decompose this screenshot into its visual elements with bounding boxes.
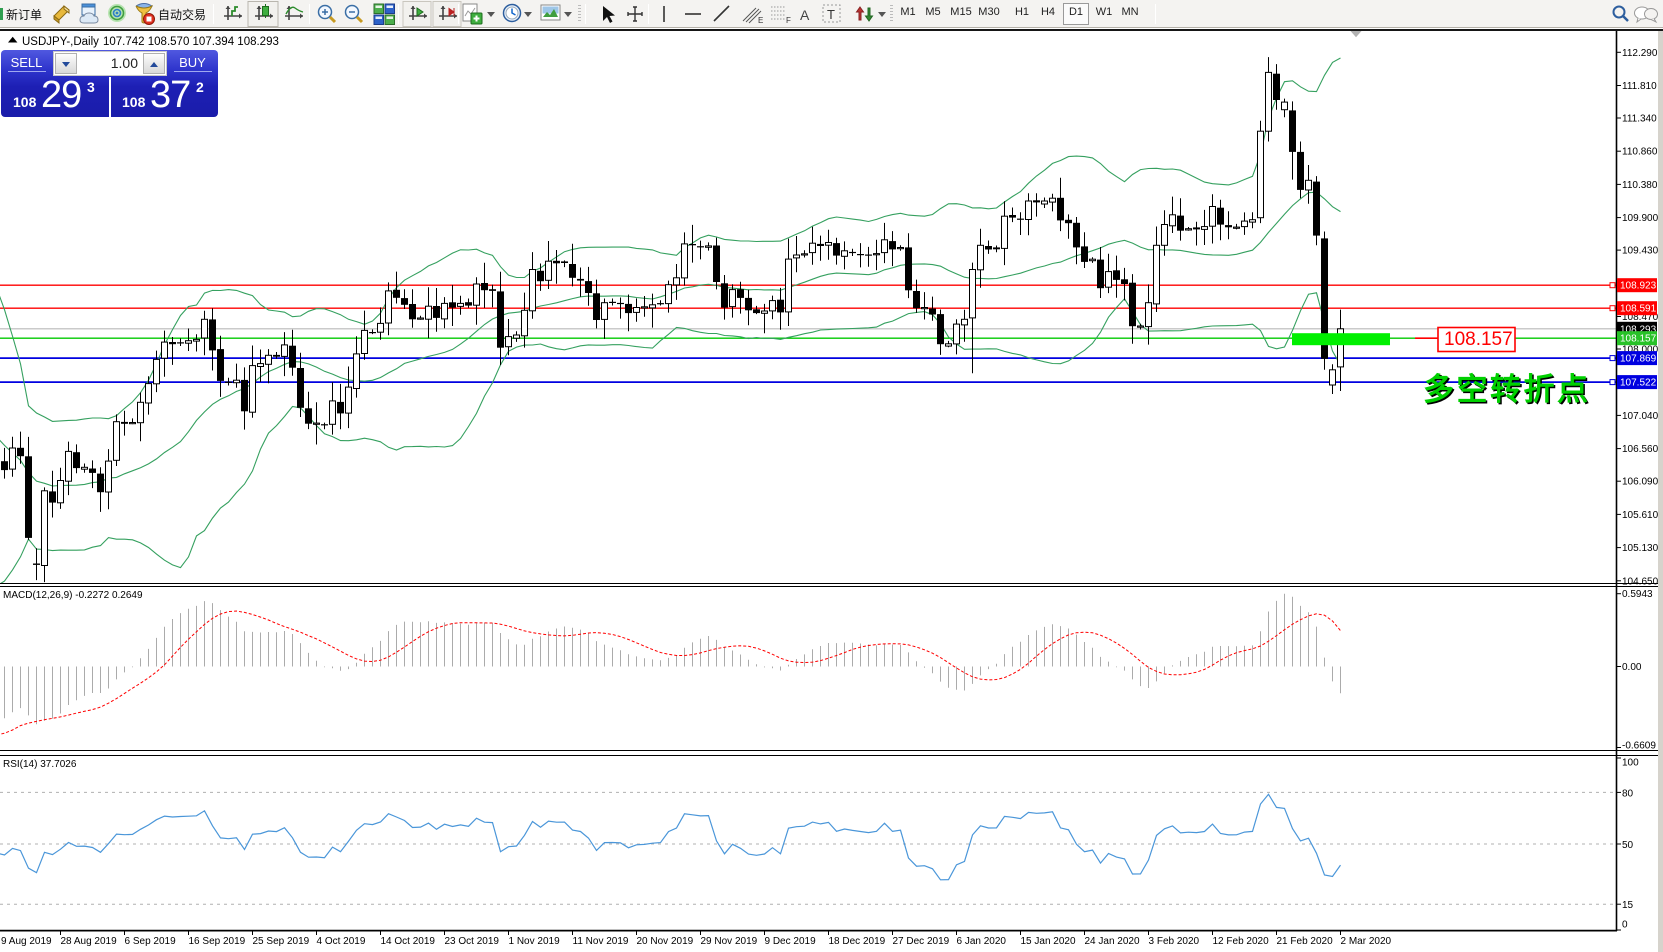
svg-text:6 Sep 2019: 6 Sep 2019 <box>125 936 177 947</box>
svg-text:A: A <box>800 7 810 23</box>
svg-text:110.860: 110.860 <box>1622 147 1658 158</box>
svg-text:18 Dec 2019: 18 Dec 2019 <box>829 936 886 947</box>
svg-text:105.130: 105.130 <box>1622 543 1659 554</box>
svg-text:107.869: 107.869 <box>1620 354 1657 365</box>
svg-text:80: 80 <box>1622 788 1634 799</box>
svg-text:107.040: 107.040 <box>1622 411 1659 422</box>
svg-text:105.610: 105.610 <box>1622 510 1659 521</box>
svg-text:28 Aug 2019: 28 Aug 2019 <box>61 936 118 947</box>
svg-text:3 Feb 2020: 3 Feb 2020 <box>1149 936 1200 947</box>
svg-text:109.900: 109.900 <box>1622 213 1659 224</box>
svg-text:50: 50 <box>1622 840 1634 851</box>
svg-text:107.522: 107.522 <box>1620 378 1657 389</box>
svg-text:27 Dec 2019: 27 Dec 2019 <box>893 936 950 947</box>
svg-text:15 Jan 2020: 15 Jan 2020 <box>1021 936 1076 947</box>
svg-text:108.157: 108.157 <box>1444 329 1513 350</box>
svg-text:0.00: 0.00 <box>1622 662 1642 673</box>
svg-text:MACD(12,26,9) -0.2272 0.2649: MACD(12,26,9) -0.2272 0.2649 <box>3 590 143 601</box>
svg-text:-0.6609: -0.6609 <box>1622 741 1656 752</box>
svg-text:108.293: 108.293 <box>1620 324 1657 335</box>
svg-text:109.430: 109.430 <box>1622 246 1659 257</box>
svg-text:0: 0 <box>1622 920 1628 931</box>
svg-text:14 Oct 2019: 14 Oct 2019 <box>381 936 436 947</box>
svg-text:100: 100 <box>1622 758 1639 769</box>
svg-text:E: E <box>758 16 763 25</box>
svg-text:多空转折点: 多空转折点 <box>1423 372 1591 407</box>
svg-text:108.157: 108.157 <box>1620 334 1657 345</box>
svg-text:9 Aug 2019: 9 Aug 2019 <box>1 936 52 947</box>
svg-text:15: 15 <box>1622 900 1634 911</box>
svg-text:多空转折点: 多空转折点 <box>1425 374 1593 409</box>
svg-text:110.380: 110.380 <box>1622 180 1658 191</box>
svg-text:RSI(14) 37.7026: RSI(14) 37.7026 <box>3 759 77 770</box>
svg-text:24 Jan 2020: 24 Jan 2020 <box>1085 936 1140 947</box>
svg-text:108.000: 108.000 <box>1622 345 1659 356</box>
svg-text:111.810: 111.810 <box>1622 81 1657 92</box>
svg-text:112.290: 112.290 <box>1622 48 1658 59</box>
svg-text:107.742 108.570 107.394 108.29: 107.742 108.570 107.394 108.293 <box>103 36 279 48</box>
svg-text:F: F <box>786 16 791 25</box>
svg-text:12 Feb 2020: 12 Feb 2020 <box>1213 936 1270 947</box>
svg-text:108.591: 108.591 <box>1620 304 1657 315</box>
svg-text:111.340: 111.340 <box>1622 114 1657 125</box>
svg-text:16 Sep 2019: 16 Sep 2019 <box>189 936 246 947</box>
svg-text:25 Sep 2019: 25 Sep 2019 <box>253 936 310 947</box>
svg-text:1 Nov 2019: 1 Nov 2019 <box>509 936 561 947</box>
svg-text:T: T <box>827 7 835 22</box>
svg-text:21 Feb 2020: 21 Feb 2020 <box>1277 936 1334 947</box>
svg-text:4 Oct 2019: 4 Oct 2019 <box>317 936 366 947</box>
svg-text:11 Nov 2019: 11 Nov 2019 <box>573 936 629 947</box>
svg-text:2 Mar 2020: 2 Mar 2020 <box>1341 936 1392 947</box>
svg-text:9 Dec 2019: 9 Dec 2019 <box>765 936 817 947</box>
svg-text:106.090: 106.090 <box>1622 477 1659 488</box>
svg-text:108.923: 108.923 <box>1620 281 1657 292</box>
svg-text:20 Nov 2019: 20 Nov 2019 <box>637 936 694 947</box>
svg-text:0.5943: 0.5943 <box>1622 589 1653 600</box>
svg-text:USDJPY-,Daily: USDJPY-,Daily <box>22 36 99 48</box>
svg-text:29 Nov 2019: 29 Nov 2019 <box>701 936 758 947</box>
svg-text:106.560: 106.560 <box>1622 444 1659 455</box>
svg-text:6 Jan 2020: 6 Jan 2020 <box>957 936 1007 947</box>
svg-text:108.470: 108.470 <box>1622 312 1659 323</box>
svg-text:23 Oct 2019: 23 Oct 2019 <box>445 936 500 947</box>
svg-text:104.650: 104.650 <box>1622 576 1659 587</box>
